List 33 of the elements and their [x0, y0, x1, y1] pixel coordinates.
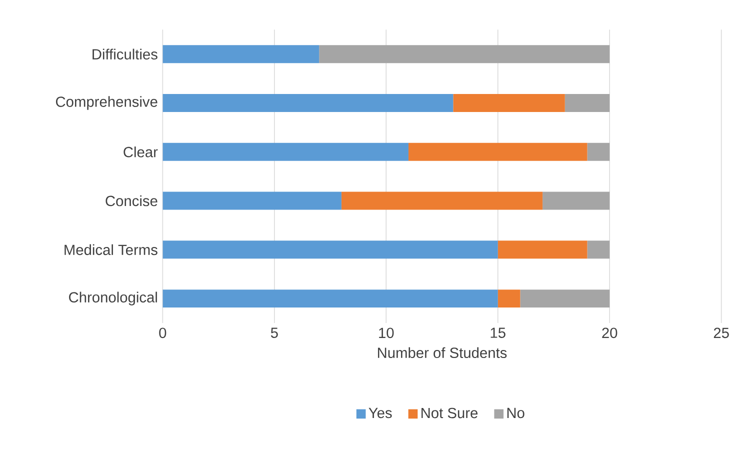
bar [520, 290, 610, 308]
bar [162, 240, 498, 259]
bar [542, 192, 610, 210]
legend-label: No [507, 408, 524, 418]
bar [408, 142, 588, 161]
bar [587, 240, 610, 259]
bar [587, 142, 610, 161]
y-tick-label: Chronological [69, 292, 157, 306]
bar [162, 142, 408, 161]
bar [498, 240, 588, 259]
x-tick-label: 15 [490, 328, 506, 338]
bar [341, 192, 543, 210]
x-tick-label: 5 [270, 328, 278, 338]
x-axis-title: Number of Students [378, 347, 507, 358]
y-tick-label: Comprehensive [56, 96, 158, 110]
bar [498, 290, 520, 308]
legend-label: Yes [368, 408, 392, 418]
y-tick-label: Difficulties [92, 48, 158, 60]
y-tick-label: Medical Terms [64, 244, 158, 256]
x-tick-label: 25 [714, 328, 729, 338]
x-tick-label: 10 [379, 328, 394, 338]
x-tick-label: 0 [159, 328, 166, 338]
bar [162, 290, 498, 308]
bar [453, 94, 565, 112]
bar [162, 192, 342, 210]
x-tick-label: 20 [602, 328, 618, 338]
legend-label: Not Sure [422, 408, 478, 418]
bar [319, 45, 610, 64]
bar [564, 94, 610, 112]
y-tick-label: Clear [124, 146, 158, 158]
bar [162, 45, 320, 64]
bar [162, 94, 454, 112]
y-tick-label: Concise [106, 195, 158, 206]
